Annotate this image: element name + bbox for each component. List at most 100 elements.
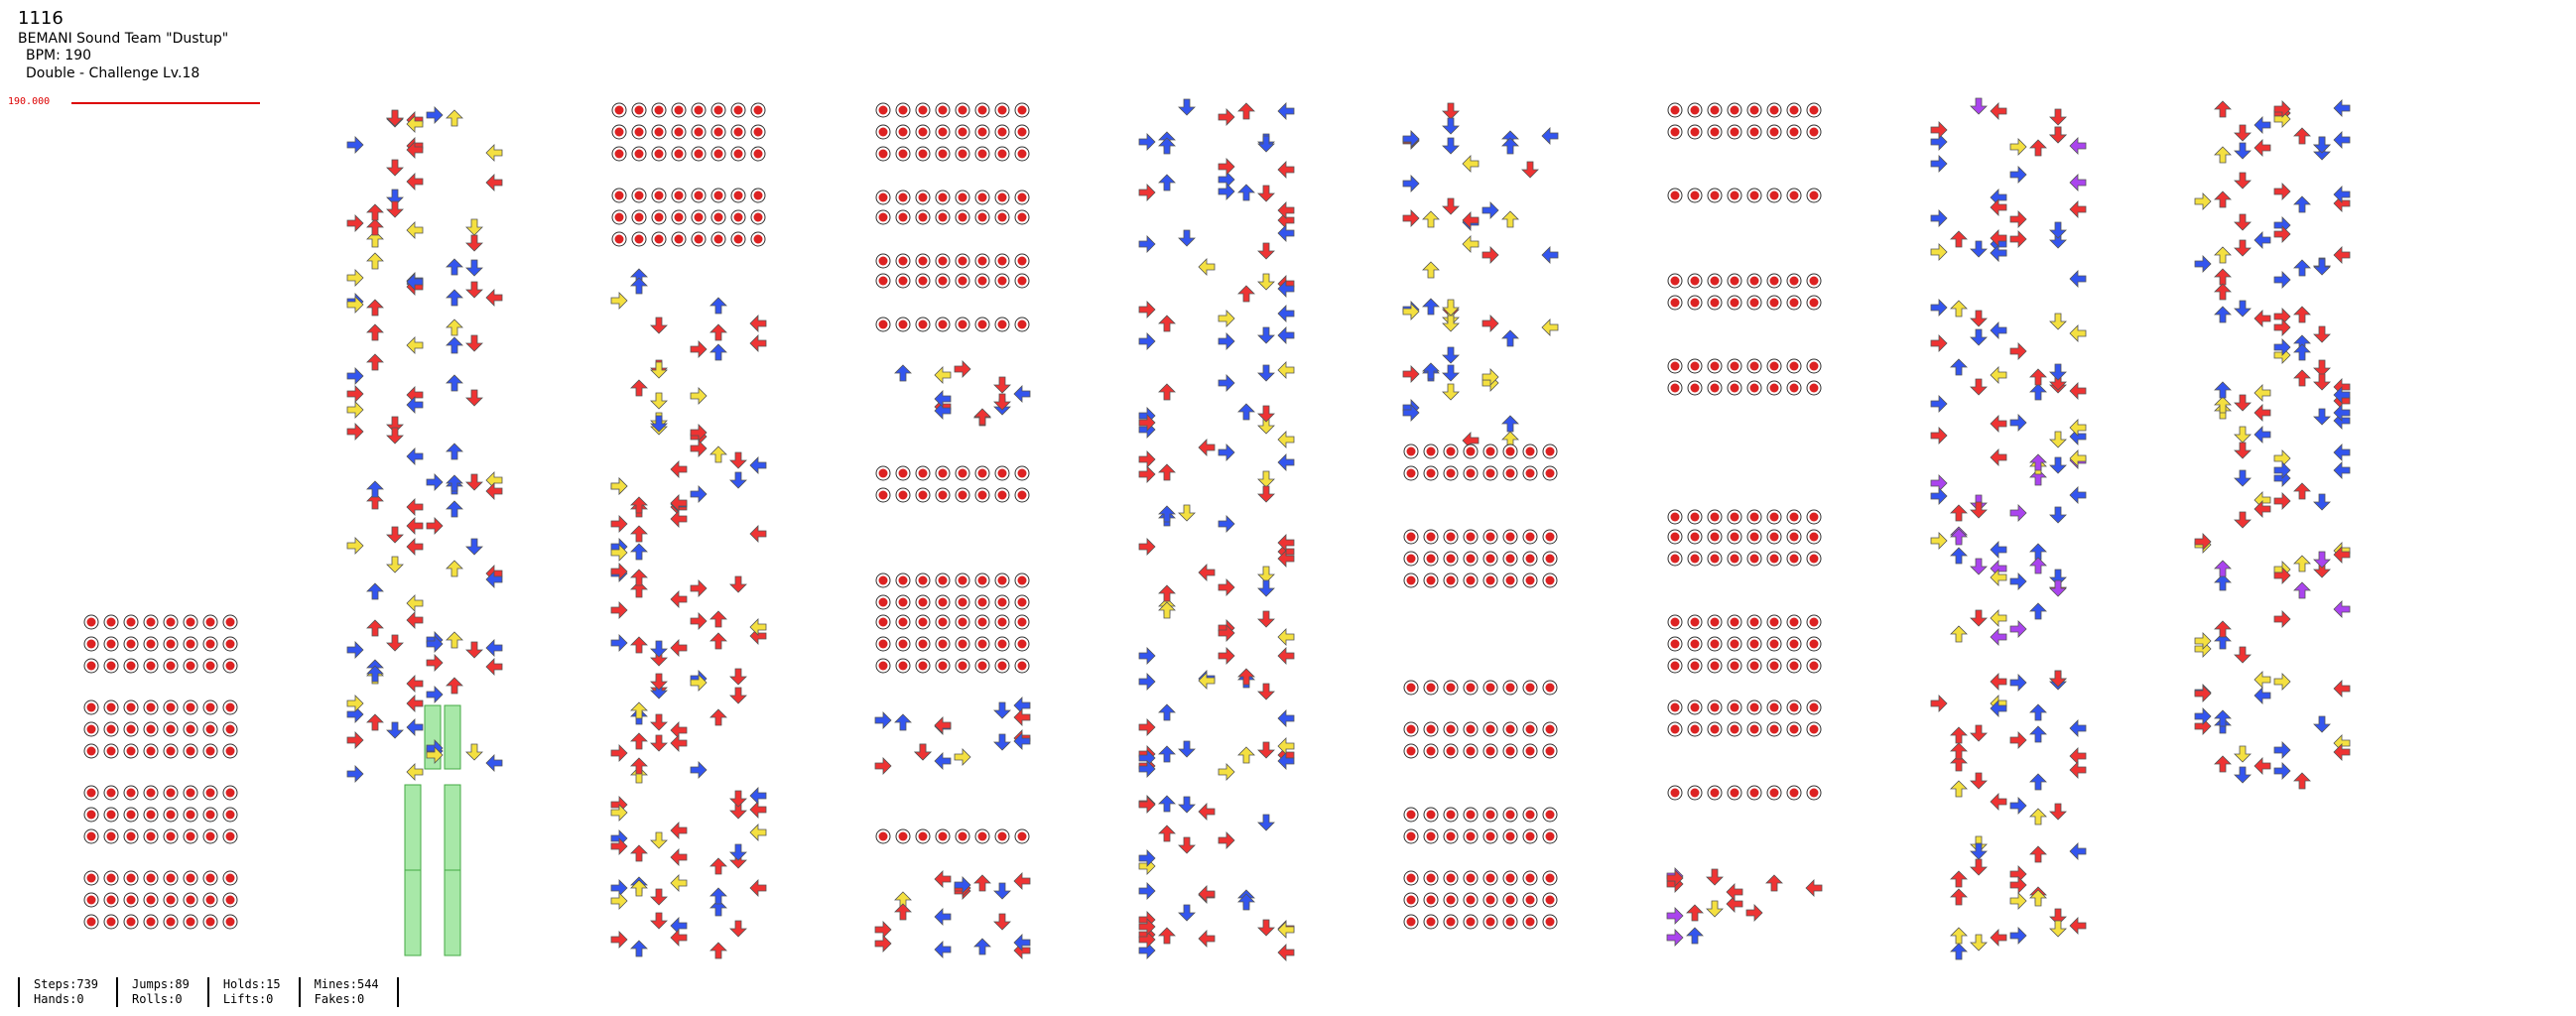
mine-note xyxy=(1502,572,1518,588)
arrow-note xyxy=(446,318,463,336)
mine-note xyxy=(1766,102,1782,118)
arrow-note xyxy=(446,109,463,127)
arrow-note xyxy=(934,390,952,408)
mine-note xyxy=(915,828,931,844)
mine-note xyxy=(1687,529,1703,545)
mine-note xyxy=(611,209,627,225)
arrow-note xyxy=(993,733,1011,751)
arrow-note xyxy=(690,424,708,442)
arrow-note xyxy=(1277,102,1295,120)
mine-note xyxy=(1786,785,1802,801)
arrow-note xyxy=(2049,506,2067,524)
mine-note xyxy=(1727,509,1742,525)
arrow-note xyxy=(1950,927,1968,945)
arrow-note xyxy=(1950,547,1968,565)
mine-note xyxy=(1423,551,1439,567)
mine-note xyxy=(1502,828,1518,844)
mine-note xyxy=(895,614,911,630)
mine-note xyxy=(123,828,139,844)
arrow-note xyxy=(465,389,483,407)
hold-body xyxy=(444,784,461,871)
mine-note xyxy=(123,658,139,674)
mine-note xyxy=(1667,188,1683,203)
mine-note xyxy=(994,658,1010,674)
mine-note xyxy=(1403,529,1419,545)
mine-note xyxy=(143,658,159,674)
mine-note xyxy=(895,465,911,481)
arrow-note xyxy=(650,888,668,906)
arrow-note xyxy=(993,393,1011,411)
mine-note xyxy=(875,636,891,652)
arrow-note xyxy=(973,938,991,955)
mine-note xyxy=(935,828,951,844)
arrow-note xyxy=(1442,346,1460,364)
arrow-note xyxy=(1950,870,1968,888)
arrow-note xyxy=(1686,927,1704,945)
mine-note xyxy=(915,465,931,481)
mine-note xyxy=(994,465,1010,481)
arrow-note xyxy=(1277,709,1295,727)
arrow-note xyxy=(1138,332,1156,350)
arrow-note xyxy=(709,445,727,463)
arrow-note xyxy=(1501,329,1519,347)
arrow-note xyxy=(1138,673,1156,691)
arrow-note xyxy=(1277,326,1295,344)
arrow-note xyxy=(2234,766,2252,784)
mine-note xyxy=(691,146,707,162)
mine-note xyxy=(183,614,198,630)
mine-note xyxy=(1806,102,1822,118)
mine-note xyxy=(710,146,726,162)
arrow-note xyxy=(1442,197,1460,215)
mine-note xyxy=(1727,358,1742,374)
arrow-note xyxy=(874,757,892,775)
arrow-note xyxy=(2214,620,2232,638)
mine-note xyxy=(994,828,1010,844)
mine-note xyxy=(1687,699,1703,715)
arrow-note xyxy=(630,543,648,561)
mine-note xyxy=(1667,658,1683,674)
mine-note xyxy=(1806,699,1822,715)
mine-note xyxy=(163,699,179,715)
mine-note xyxy=(895,190,911,205)
mine-note xyxy=(123,807,139,823)
arrow-note xyxy=(1990,448,2007,466)
arrow-note xyxy=(709,632,727,650)
arrow-note xyxy=(1158,795,1176,813)
arrow-note xyxy=(610,544,628,562)
arrow-note xyxy=(2273,271,2291,289)
arrow-note xyxy=(1970,858,1988,876)
arrow-note xyxy=(2273,610,2291,628)
arrow-note xyxy=(1158,174,1176,191)
mine-note xyxy=(1423,870,1439,886)
mine-note xyxy=(974,273,990,289)
mine-note xyxy=(895,487,911,503)
mine-note xyxy=(1786,358,1802,374)
mine-note xyxy=(1522,572,1538,588)
mine-note xyxy=(163,636,179,652)
mine-note xyxy=(955,124,970,140)
arrow-note xyxy=(2009,892,2027,910)
mine-note xyxy=(222,658,238,674)
mine-note xyxy=(103,721,119,737)
arrow-note xyxy=(1277,280,1295,298)
arrow-note xyxy=(2214,381,2232,399)
arrow-note xyxy=(670,929,688,947)
mine-note xyxy=(691,102,707,118)
arrow-note xyxy=(610,563,628,580)
mine-note xyxy=(1443,529,1459,545)
arrow-note xyxy=(1481,315,1499,332)
mine-note xyxy=(222,892,238,908)
mine-note xyxy=(935,273,951,289)
arrow-note xyxy=(1990,609,2007,627)
mine-note xyxy=(974,465,990,481)
arrow-note xyxy=(1218,515,1235,533)
arrow-note xyxy=(2234,646,2252,664)
arrow-note xyxy=(485,571,503,588)
mine-note xyxy=(691,231,707,247)
mine-note xyxy=(994,102,1010,118)
mine-note xyxy=(935,487,951,503)
mine-note xyxy=(143,636,159,652)
arrow-note xyxy=(346,385,364,403)
arrow-note xyxy=(2333,131,2351,149)
mine-note xyxy=(1707,658,1723,674)
